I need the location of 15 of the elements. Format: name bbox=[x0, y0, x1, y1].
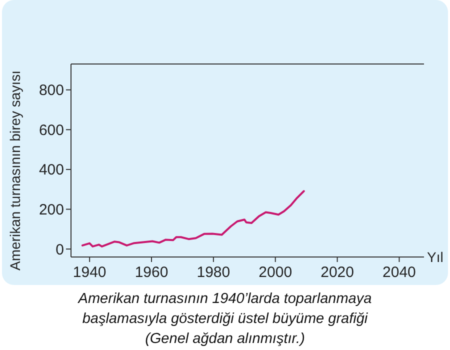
y-tick-label: 800 bbox=[38, 82, 64, 100]
y-tick-label: 0 bbox=[56, 241, 64, 258]
line-series bbox=[81, 190, 305, 248]
y-tick-label: 600 bbox=[38, 122, 64, 139]
x-tick-label: 1980 bbox=[196, 264, 230, 281]
y-axis-title: Amerikan turnasının birey sayısı bbox=[7, 70, 23, 270]
y-tick-label: 200 bbox=[38, 201, 64, 218]
x-tick-label: 1960 bbox=[134, 264, 168, 281]
y-tick-label: 400 bbox=[38, 162, 64, 179]
x-tick-label: 2000 bbox=[258, 264, 292, 281]
x-tick-label: 1940 bbox=[72, 264, 106, 281]
text: Amerikan turnasının 1940’larda toparlanmaya başlamasıyla gösterdiği üstel büyüme grafiği (Genel ağdan alınmıştır.) bbox=[77, 291, 372, 347]
x-axis-title: Yıl bbox=[427, 249, 444, 265]
x-tick-label: 2020 bbox=[320, 264, 354, 281]
x-tick-label: 2040 bbox=[382, 264, 416, 281]
